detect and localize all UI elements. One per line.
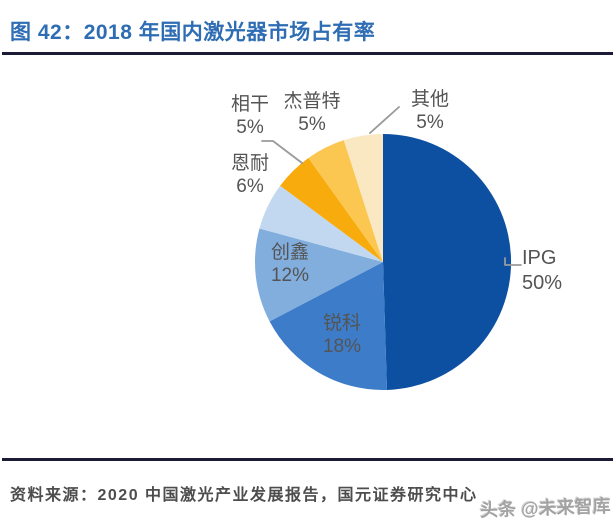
pie-slices xyxy=(255,133,512,391)
title-underline xyxy=(2,52,613,55)
slice-label-value: 18% xyxy=(322,336,362,357)
leader-lines xyxy=(261,106,522,266)
pie-slice-锐科 xyxy=(269,262,387,391)
source-divider xyxy=(2,458,613,461)
figure-title: 图 42：2018 年国内激光器市场占有率 xyxy=(10,21,376,44)
leader-line-xianggan xyxy=(261,140,303,164)
slice-label-value: 6% xyxy=(236,176,264,197)
source-note: 资料来源：2020 中国激光产业发展报告，国元证券研究中心 xyxy=(10,487,478,504)
pie-slice-创鑫 xyxy=(255,228,383,322)
pie-slice-其他 xyxy=(343,134,383,262)
slice-label-name: 杰普特 xyxy=(283,91,341,112)
pie-slice-杰普特 xyxy=(308,140,383,262)
slice-label-ruike: 锐科 18% xyxy=(304,312,380,358)
leader-line-ipg xyxy=(504,257,522,266)
slice-label-xianggan: 相干 5% xyxy=(214,93,286,139)
slice-label-name: 相干 xyxy=(230,94,269,115)
pie-slice-IPG xyxy=(383,133,512,390)
slice-label-name: IPG xyxy=(522,247,557,269)
slice-label-chuangxin: 创鑫 12% xyxy=(252,241,328,287)
slice-label-value: 5% xyxy=(416,112,444,133)
slice-label-value: 5% xyxy=(236,117,264,138)
slice-label-qita: 其他 5% xyxy=(394,88,466,134)
slice-label-jiepute: 杰普特 5% xyxy=(264,90,360,136)
slice-label-ipg: IPG 50% xyxy=(522,246,602,296)
watermark: 头条 @未来智库 xyxy=(479,495,611,521)
slice-label-name: 恩耐 xyxy=(230,153,269,174)
slice-label-ennai: 恩耐 6% xyxy=(214,152,286,198)
pie-slice-恩耐 xyxy=(259,185,383,262)
pie-slice-相干 xyxy=(280,157,383,262)
slice-label-value: 12% xyxy=(270,265,310,286)
leader-line-qita xyxy=(369,106,400,134)
slice-label-name: 其他 xyxy=(410,89,449,110)
slice-label-value: 50% xyxy=(522,272,563,294)
slice-label-value: 5% xyxy=(298,114,326,135)
slice-label-name: 创鑫 xyxy=(270,242,309,263)
slice-label-name: 锐科 xyxy=(322,313,361,334)
